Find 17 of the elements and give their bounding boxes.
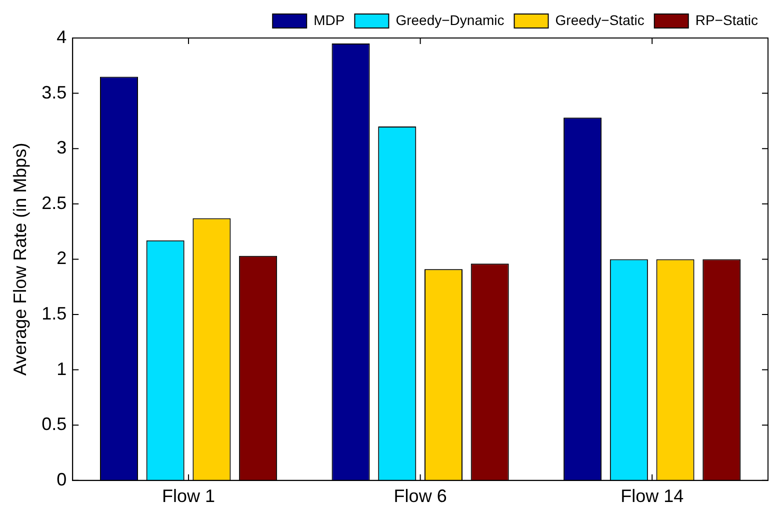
y-tick-label: 0 (56, 469, 67, 490)
y-axis-title: Average Flow Rate (in Mbps) (10, 142, 30, 376)
y-tick-label: 3.5 (42, 82, 67, 102)
legend-label: RP−Static (695, 12, 758, 28)
y-tick-label: 4 (56, 26, 67, 47)
y-tick-label: 1.5 (42, 303, 67, 324)
legend-label: Greedy−Dynamic (396, 12, 504, 28)
y-tick-label: 1 (56, 358, 67, 379)
x-tick-label: Flow 6 (394, 486, 447, 506)
y-tick-label: 2.5 (42, 192, 67, 213)
x-tick-label: Flow 1 (162, 486, 216, 506)
legend-label: Greedy−Static (555, 12, 644, 28)
y-tick-label: 0.5 (42, 414, 67, 434)
y-tick-label: 3 (56, 138, 67, 158)
legend-label: MDP (314, 12, 345, 28)
x-tick-label: Flow 14 (620, 486, 684, 506)
y-tick-label: 2 (56, 248, 67, 268)
